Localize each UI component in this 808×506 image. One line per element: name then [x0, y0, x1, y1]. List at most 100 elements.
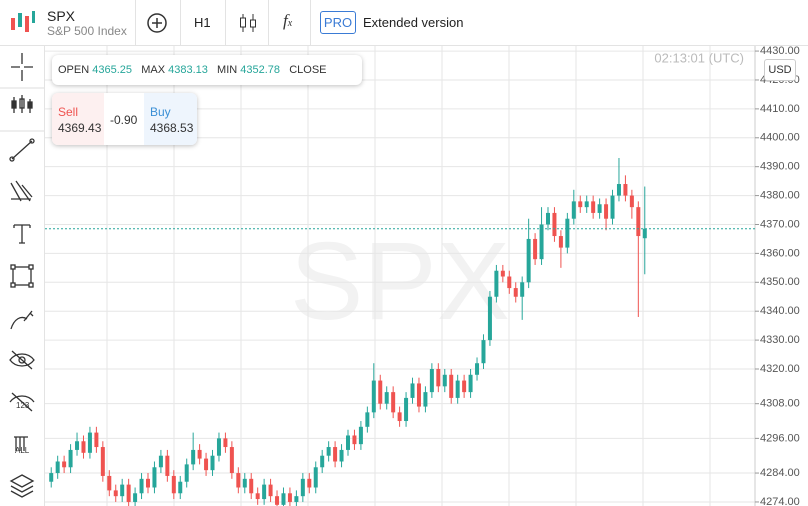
- candle-body: [294, 496, 299, 502]
- candle-body: [500, 270, 505, 277]
- brush-tool[interactable]: [10, 310, 34, 330]
- candle-body: [346, 435, 350, 450]
- candle-body: [552, 212, 557, 237]
- y-tick-label: 4284.00: [760, 467, 800, 479]
- candle-body: [636, 207, 641, 237]
- candle-body: [507, 276, 512, 289]
- y-tick-label: 4320.00: [760, 363, 800, 375]
- candle-body: [307, 478, 312, 488]
- candle-body: [178, 481, 183, 494]
- shape-tool[interactable]: [10, 264, 34, 288]
- candle-body: [236, 473, 241, 488]
- candle-body: [578, 201, 583, 208]
- min-label: MIN: [217, 64, 238, 76]
- candle-body: [139, 478, 144, 494]
- candle-body: [255, 493, 260, 500]
- candle-body: [152, 467, 157, 488]
- candle-body: [339, 449, 344, 462]
- candle-body: [623, 184, 628, 196]
- chart-type-button[interactable]: [238, 12, 258, 34]
- max-value: 4383.13: [168, 64, 208, 76]
- symbol: SPX: [47, 8, 76, 24]
- y-tick-label: 4380.00: [760, 189, 800, 201]
- sell-price: 4369.43: [58, 121, 102, 135]
- candle-body: [604, 204, 609, 219]
- y-tick-label: 4410.00: [760, 103, 800, 115]
- currency-button[interactable]: USD: [764, 59, 796, 81]
- trade-box: Sell 4369.43 -0.90 Buy 4368.53: [52, 93, 197, 145]
- candle-body: [275, 496, 280, 505]
- candle-body: [429, 369, 434, 393]
- hide-drawings-tool[interactable]: [9, 350, 35, 370]
- left-toolbar: [0, 45, 45, 506]
- candle-body: [391, 392, 396, 413]
- candle-body: [629, 195, 634, 208]
- candle-body: [416, 383, 421, 407]
- candle-body: [436, 369, 441, 387]
- candle-body: [165, 455, 170, 476]
- all-label: ALL: [15, 446, 30, 455]
- y-tick-label: 4360.00: [760, 247, 800, 259]
- candle-body: [210, 455, 215, 471]
- drawing-tools: [0, 53, 44, 498]
- y-tick-label: 4430.00: [760, 45, 800, 57]
- y-tick-label: 4308.00: [760, 398, 800, 410]
- stats-label: 123: [16, 401, 30, 410]
- symbol-name: S&P 500 Index: [47, 24, 127, 38]
- candle-body: [126, 484, 131, 502]
- candle-body: [558, 236, 563, 248]
- candle-body: [229, 447, 234, 474]
- crosshair-tool[interactable]: [11, 53, 33, 81]
- y-tick-label: 4330.00: [760, 334, 800, 346]
- y-tick-label: 4340.00: [760, 305, 800, 317]
- y-tick-label: 4400.00: [760, 132, 800, 144]
- candle-body: [520, 282, 525, 297]
- candle-body: [462, 380, 467, 393]
- spread: -0.90: [110, 113, 138, 127]
- candle-body: [378, 380, 383, 404]
- buy-label: Buy: [150, 105, 171, 119]
- timeframe-button[interactable]: H1: [194, 15, 211, 30]
- candle-body: [423, 392, 428, 407]
- candle-body: [642, 228, 647, 239]
- candle-body: [133, 493, 138, 502]
- add-indicator-button[interactable]: [146, 12, 168, 34]
- candle-body: [55, 461, 60, 474]
- candle-body: [191, 449, 196, 465]
- candle-body: [87, 432, 92, 453]
- candle-body: [107, 475, 112, 491]
- candle-body: [242, 478, 247, 488]
- candle-body: [410, 383, 415, 398]
- open-value: 4365.25: [92, 64, 133, 76]
- extended-version-link[interactable]: Extended version: [363, 15, 464, 30]
- sell-button[interactable]: Sell 4369.43: [52, 93, 104, 145]
- watermark: SPX: [290, 220, 510, 343]
- pro-badge[interactable]: PRO: [320, 11, 356, 34]
- candle-body: [216, 438, 221, 456]
- candle-body: [526, 238, 531, 283]
- fib-tool[interactable]: [10, 180, 33, 202]
- y-tick-label: 4350.00: [760, 276, 800, 288]
- candle-body: [197, 449, 202, 459]
- layers-tool[interactable]: [9, 474, 35, 498]
- candle-body: [546, 212, 550, 225]
- candle-body: [455, 380, 460, 398]
- max-label: MAX: [141, 64, 166, 76]
- hide-stats-tool[interactable]: [9, 392, 35, 412]
- trendline-tool[interactable]: [9, 138, 35, 162]
- candle-body: [442, 374, 447, 387]
- candle-body: [610, 195, 615, 219]
- remove-all-tool[interactable]: [14, 436, 28, 451]
- text-tool[interactable]: [13, 224, 31, 244]
- candle-body: [616, 184, 621, 196]
- buy-button[interactable]: Buy 4368.53: [144, 93, 197, 145]
- candle-body: [287, 493, 292, 502]
- candle-body: [326, 447, 331, 456]
- candles-tool[interactable]: [11, 95, 33, 113]
- indicators-button[interactable]: fx: [283, 11, 293, 30]
- ohlc-box: OPEN 4365.25 MAX 4383.13 MIN 4352.78 CLO…: [52, 55, 362, 106]
- candle-body: [468, 374, 473, 393]
- candle-body: [94, 432, 99, 448]
